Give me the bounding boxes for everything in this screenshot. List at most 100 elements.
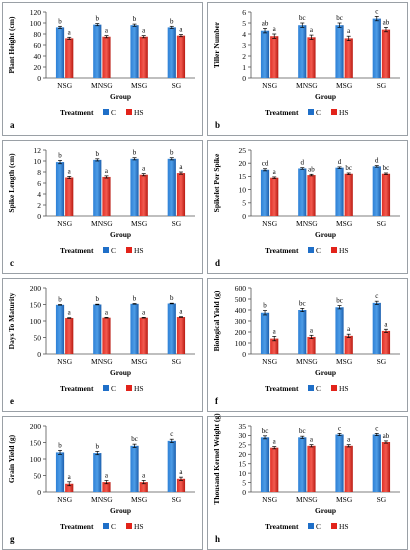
significance-letter: bc — [299, 14, 306, 22]
legend-label-c: C — [316, 108, 321, 117]
x-tick-label: MSG — [336, 219, 353, 228]
legend-label-hs: HS — [339, 108, 349, 117]
legend-label-c: C — [316, 522, 321, 531]
significance-letter: a — [179, 308, 183, 316]
bar-c — [130, 158, 139, 216]
legend-title: Treatment — [265, 246, 299, 255]
x-axis-label: Group — [110, 368, 131, 377]
y-tick-label: 15 — [239, 172, 247, 181]
significance-letter: c — [375, 7, 378, 15]
bar-hs — [65, 483, 74, 492]
bar-hs — [139, 174, 148, 216]
x-axis-label: Group — [315, 92, 336, 101]
significance-letter: bc — [383, 164, 390, 172]
significance-letter: a — [384, 320, 388, 328]
y-axis-label: Days To Maturity — [7, 292, 16, 349]
bar-hs — [344, 335, 353, 354]
significance-letter: a — [347, 325, 351, 333]
y-axis-label: Spikelet Per Spike — [212, 153, 221, 212]
x-tick-label: NSG — [262, 81, 278, 90]
significance-letter: a — [105, 308, 109, 316]
x-tick-label: MNSG — [296, 357, 318, 366]
x-tick-label: NSG — [57, 219, 73, 228]
panel-letter: a — [10, 120, 15, 130]
legend-label-c: C — [111, 384, 116, 393]
x-tick-label: SG — [172, 219, 182, 228]
bar-hs — [270, 338, 279, 354]
bar-c — [167, 303, 176, 354]
significance-letter: bc — [131, 435, 138, 443]
legend-swatch-c — [308, 385, 314, 391]
legend-swatch-hs — [126, 385, 132, 391]
y-tick-label: 25 — [239, 441, 247, 450]
chart-panel-f: 0 100 200 300 400 500 600 Biological Yield (g) b… — [207, 278, 408, 412]
x-axis-label: Group — [315, 506, 336, 515]
significance-letter: a — [310, 26, 314, 34]
bar-c — [298, 310, 307, 354]
significance-letter: b — [58, 151, 62, 159]
x-tick-label: NSG — [262, 219, 278, 228]
significance-letter: a — [310, 326, 314, 334]
bar-hs — [102, 317, 111, 354]
y-tick-label: 6 — [37, 179, 41, 188]
bar-hs — [65, 38, 74, 78]
bar-c — [55, 304, 65, 354]
x-axis-label: Group — [110, 92, 131, 101]
x-tick-label: NSG — [262, 495, 278, 504]
significance-letter: a — [68, 28, 72, 36]
bar-hs — [65, 177, 74, 216]
panel-letter: e — [10, 396, 14, 406]
bar-c — [298, 25, 307, 78]
x-tick-label: MSG — [131, 81, 148, 90]
legend-swatch-c — [308, 523, 314, 529]
x-tick-label: MNSG — [91, 81, 113, 90]
bar-hs — [176, 478, 186, 492]
bar-hs — [381, 173, 391, 216]
y-tick-label: 0 — [242, 488, 246, 497]
y-tick-label: 5 — [242, 478, 246, 487]
legend-swatch-hs — [126, 109, 132, 115]
significance-letter: c — [170, 430, 173, 438]
y-tick-label: 100 — [30, 455, 42, 464]
y-tick-label: 35 — [239, 422, 247, 431]
significance-letter: b — [170, 17, 174, 25]
legend-label-hs: HS — [339, 246, 349, 255]
y-tick-label: 5 — [242, 199, 246, 208]
bar-c — [93, 453, 102, 492]
bar-hs — [102, 176, 111, 216]
y-tick-label: 25 — [239, 146, 247, 155]
x-tick-label: MSG — [131, 495, 148, 504]
y-tick-label: 0 — [37, 212, 41, 221]
x-tick-label: MSG — [336, 81, 353, 90]
significance-letter: b — [96, 15, 100, 23]
bar-hs — [307, 37, 316, 78]
legend-swatch-c — [103, 385, 109, 391]
y-tick-label: 100 — [30, 19, 42, 28]
x-tick-label: SG — [377, 219, 387, 228]
legend-swatch-hs — [126, 523, 132, 529]
y-tick-label: 15 — [239, 460, 247, 469]
y-tick-label: 1 — [242, 63, 246, 72]
bar-hs — [65, 318, 74, 354]
y-tick-label: 20 — [239, 159, 247, 168]
bar-c — [55, 162, 65, 216]
significance-letter: bc — [299, 299, 306, 307]
y-tick-label: 5 — [242, 19, 246, 28]
significance-letter: a — [273, 327, 277, 335]
y-tick-label: 120 — [30, 8, 42, 17]
legend-title: Treatment — [265, 108, 299, 117]
x-axis-label: Group — [315, 230, 336, 239]
y-axis-label: Plant Height (cm) — [7, 16, 16, 74]
x-tick-label: MSG — [336, 357, 353, 366]
panel-letter: c — [10, 258, 14, 268]
x-tick-label: SG — [377, 495, 387, 504]
y-tick-label: 150 — [30, 300, 42, 309]
significance-letter: d — [301, 159, 305, 167]
y-tick-label: 4 — [37, 190, 41, 199]
y-axis-label: Thousand Kernel Weight (g) — [212, 413, 221, 505]
bar-c — [130, 25, 139, 78]
bar-hs — [381, 29, 391, 79]
